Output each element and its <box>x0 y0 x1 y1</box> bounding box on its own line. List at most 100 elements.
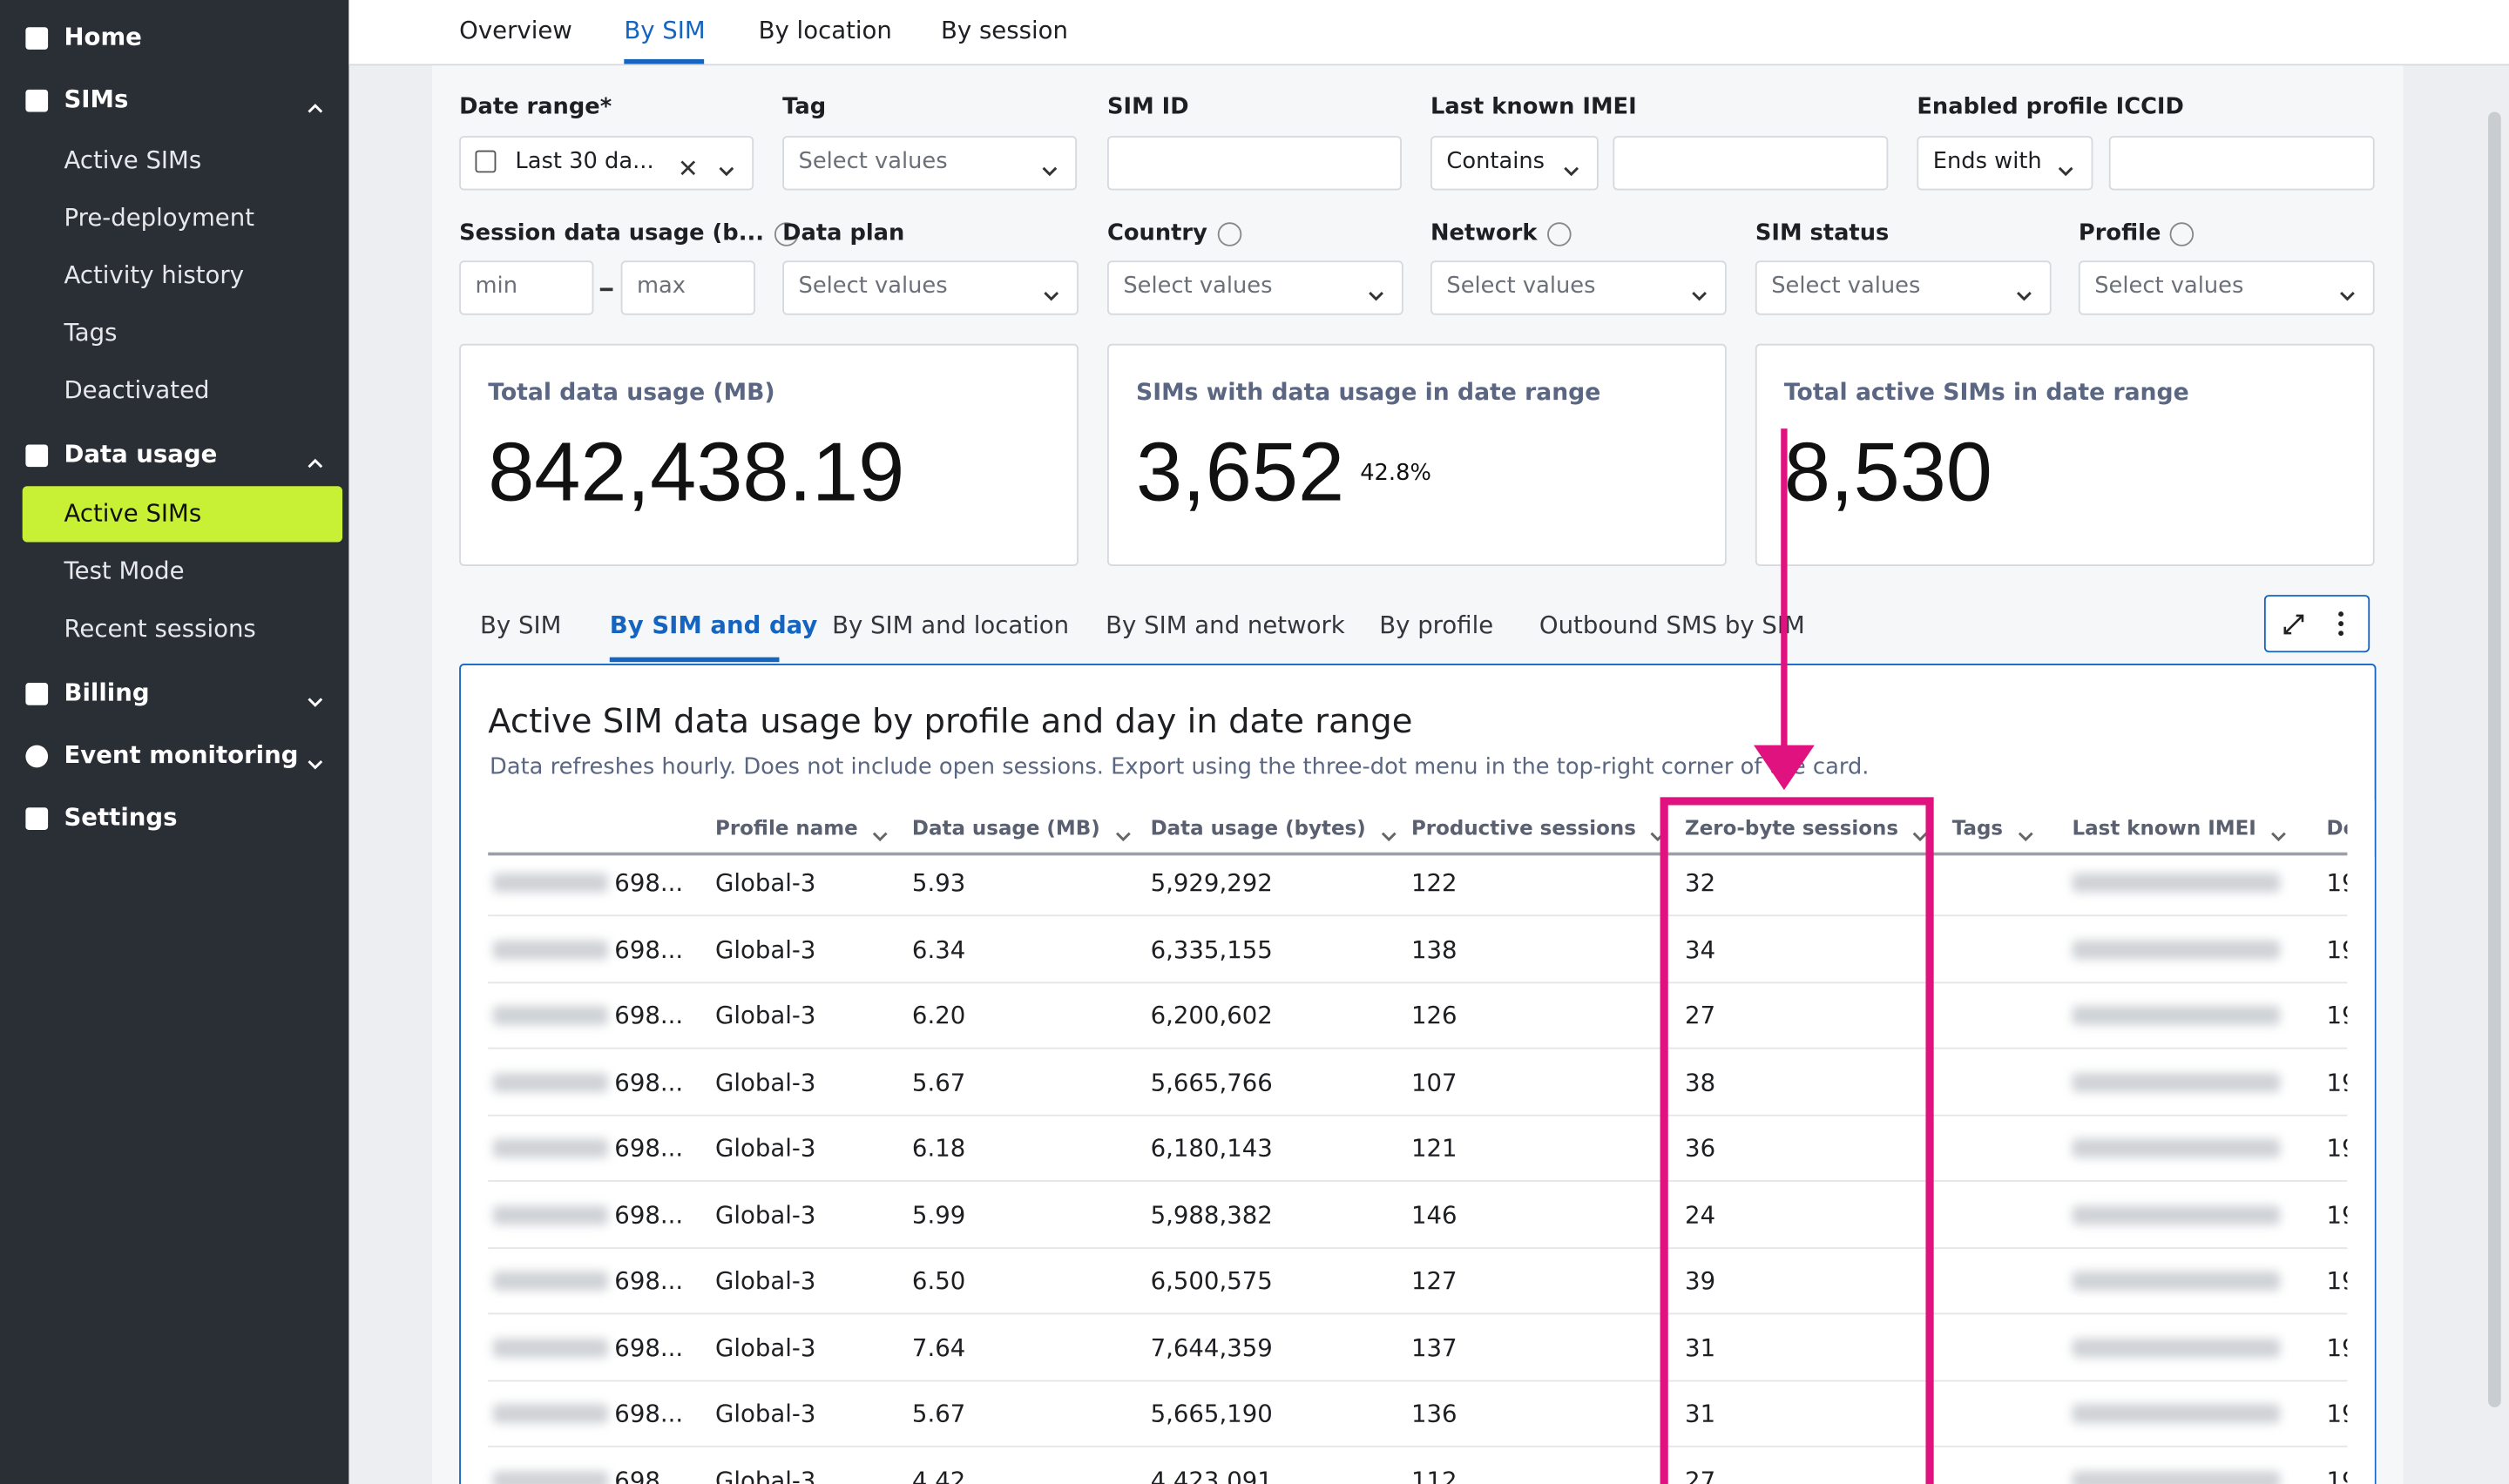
table-cell: Global-3 <box>715 1067 816 1096</box>
select[interactable] <box>1430 260 1727 315</box>
filter-label: SIM status <box>1755 220 1890 246</box>
imei-input[interactable] <box>1613 136 1889 191</box>
row-rule <box>488 1180 2348 1182</box>
nav-subitem[interactable]: Recent sessions <box>64 614 256 644</box>
column-header[interactable]: Tags <box>1951 815 2004 840</box>
operator-select[interactable] <box>1430 136 1599 191</box>
column-header[interactable]: Last known IMEI <box>2072 815 2256 840</box>
blurred-cell <box>492 1204 608 1224</box>
chevron <box>1691 280 1707 301</box>
column-header[interactable]: Zero-byte sessions <box>1685 815 1899 840</box>
clear-icon[interactable] <box>679 153 698 176</box>
table-cell: Global-3 <box>715 1001 816 1030</box>
nav-item[interactable]: SIMs <box>64 84 129 114</box>
table-subtitle: Data refreshes hourly. Does not include … <box>490 754 1870 781</box>
operator-select[interactable] <box>1917 136 2093 191</box>
info-icon <box>1547 222 1572 246</box>
tab[interactable]: By SIM <box>624 16 706 45</box>
subtab[interactable]: By SIM and day <box>609 610 818 640</box>
row-rule <box>488 981 2348 983</box>
stat-label: Total data usage (MB) <box>488 381 775 407</box>
nav-subitem[interactable]: Tags <box>64 318 118 347</box>
table-cell: 6,200,602 <box>1150 1001 1273 1030</box>
table-cell: 7,644,359 <box>1150 1332 1273 1362</box>
tag-select[interactable] <box>782 136 1078 191</box>
chevron-icon <box>308 458 323 469</box>
nav-item[interactable]: Home <box>64 22 142 51</box>
input-text: Last 30 da... <box>515 148 654 175</box>
subtab[interactable]: By SIM and location <box>832 610 1070 640</box>
nav-subitem[interactable]: Active SIMs <box>64 145 202 175</box>
blurred-cell <box>2072 1337 2281 1358</box>
table-cell: 698 <box>614 1465 660 1484</box>
nav-subitem[interactable]: Pre-deployment <box>64 203 255 233</box>
table-cell: 126 <box>1410 1001 1457 1030</box>
x-icon <box>680 160 696 176</box>
nav-subitem[interactable]: Active SIMs <box>64 498 202 528</box>
table-clip <box>2347 857 2375 1484</box>
sim-id-input[interactable] <box>1106 136 1402 191</box>
table-cell: 39 <box>1685 1266 1716 1296</box>
input-text: Select values <box>1771 273 1921 300</box>
nav-item[interactable]: Settings <box>64 802 178 832</box>
blurred-cell <box>2072 873 2281 893</box>
chevron-icon <box>2340 291 2355 301</box>
chevron-icon <box>2017 291 2032 301</box>
table-cell: 5,929,292 <box>1150 868 1273 898</box>
min-input[interactable] <box>459 260 594 315</box>
iccid-input[interactable] <box>2108 136 2375 191</box>
table-cell: 31 <box>1685 1399 1716 1428</box>
table-cell: 6,180,143 <box>1150 1133 1273 1163</box>
filter-label: SIM ID <box>1106 94 1189 120</box>
date-select[interactable] <box>459 136 754 191</box>
row-rule <box>488 914 2348 917</box>
chevron-icon <box>308 104 323 113</box>
chevron <box>1563 155 1579 177</box>
select[interactable] <box>1106 260 1403 315</box>
chevron <box>308 748 323 770</box>
chevron <box>872 820 888 842</box>
row-rule <box>488 1047 2348 1049</box>
table-cell: 5,988,382 <box>1150 1200 1273 1230</box>
column-header[interactable]: Profile name <box>715 815 858 840</box>
blurred-cell <box>492 1337 608 1358</box>
table-cell: 4,423,091 <box>1150 1465 1273 1484</box>
table-cell: 19 <box>2326 1067 2348 1096</box>
nav-icon <box>25 683 49 705</box>
nav-item[interactable]: Event monitoring <box>64 740 299 770</box>
nav-subitem[interactable]: Activity history <box>64 260 245 290</box>
scrollbar[interactable] <box>2488 111 2501 1407</box>
tab[interactable]: By session <box>940 16 1068 45</box>
select[interactable] <box>782 260 1079 315</box>
table-cell: 122 <box>1410 868 1457 898</box>
stat-card <box>1755 343 2375 567</box>
tab[interactable]: Overview <box>459 16 572 45</box>
nav-item[interactable]: Billing <box>64 678 150 707</box>
table-cell: 146 <box>1410 1200 1457 1230</box>
subtab[interactable]: By profile <box>1379 610 1494 640</box>
nav-item[interactable]: Data usage <box>64 439 218 469</box>
tab[interactable]: By location <box>758 16 892 45</box>
column-header[interactable]: Data usage (MB) <box>911 815 1100 840</box>
column-header[interactable]: Data usage (bytes) <box>1150 815 1366 840</box>
table-cell: 698... <box>614 1200 684 1230</box>
max-input[interactable] <box>620 260 755 315</box>
subtab[interactable]: Outbound SMS by SIM <box>1539 610 1805 640</box>
subtab[interactable]: By SIM and network <box>1106 610 1345 640</box>
filter-label: Data plan <box>782 220 905 246</box>
card-actions[interactable] <box>2263 595 2370 653</box>
select[interactable] <box>1755 260 2052 315</box>
header-rule <box>488 852 2348 856</box>
table-cell: 138 <box>1410 934 1457 964</box>
select[interactable] <box>2078 260 2375 315</box>
chevron <box>1381 820 1397 842</box>
table-cell: 4.42 <box>911 1465 966 1484</box>
chevron-icon <box>1692 291 1707 301</box>
subtab-underline <box>609 657 780 663</box>
subtab[interactable]: By SIM <box>480 610 562 640</box>
column-header[interactable]: Productive sessions <box>1410 815 1636 840</box>
table-cell: 6.20 <box>911 1001 966 1030</box>
nav-subitem[interactable]: Test Mode <box>64 556 185 586</box>
nav-subitem[interactable]: Deactivated <box>64 375 210 405</box>
chevron <box>1115 820 1131 842</box>
